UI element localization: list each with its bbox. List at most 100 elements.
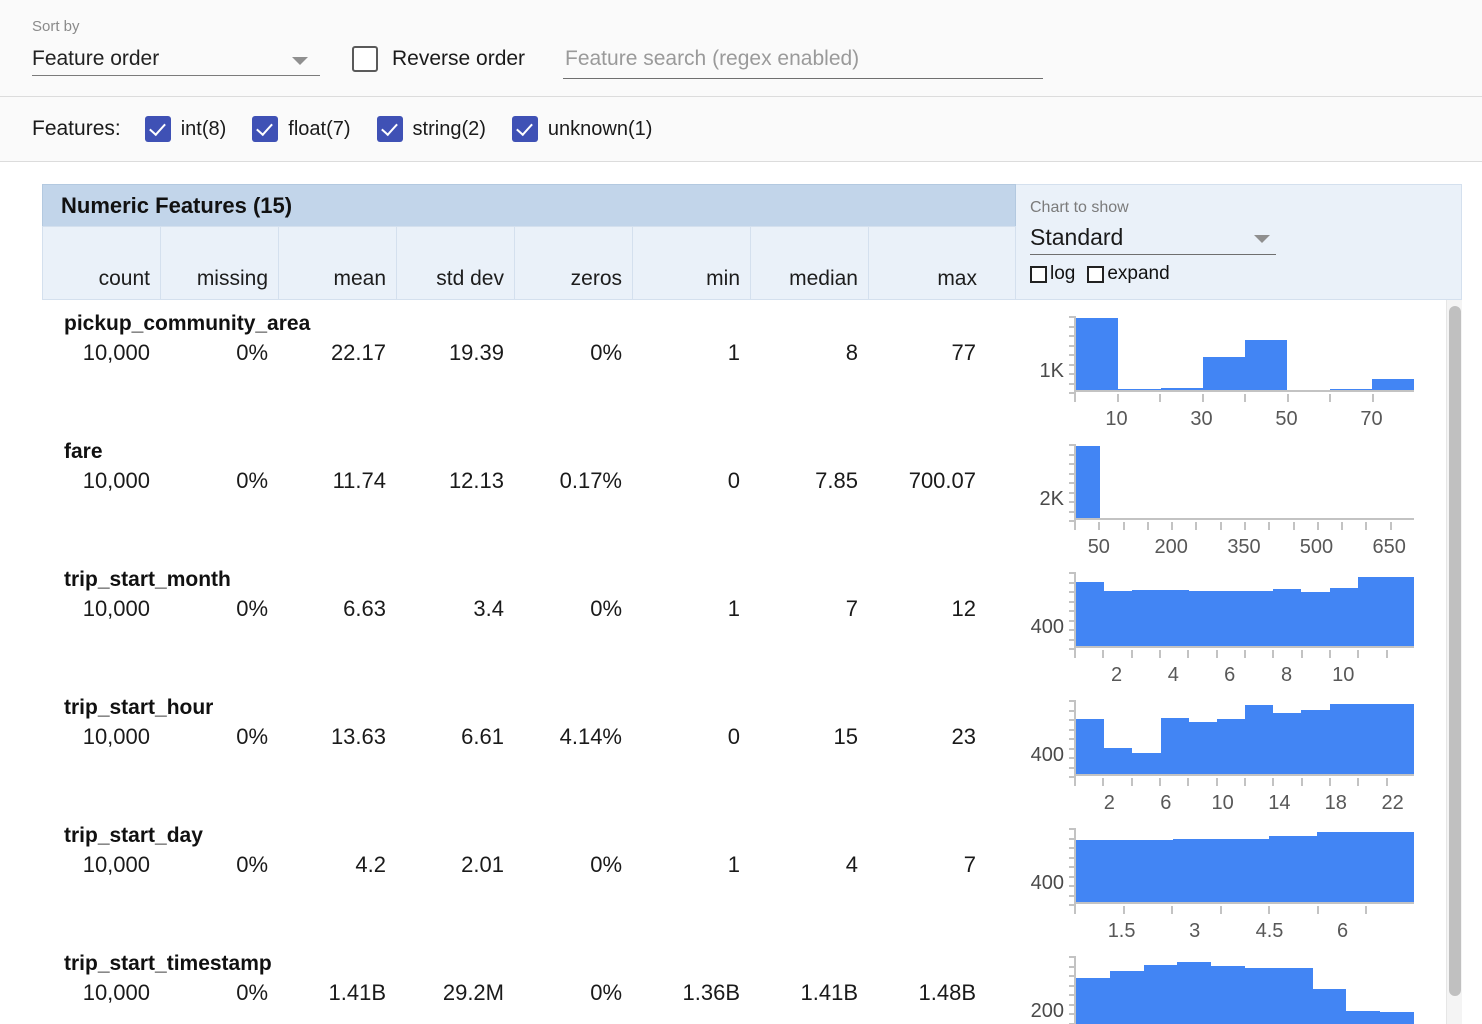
y-axis-tick [1069,904,1076,906]
bar[interactable] [1273,588,1302,646]
bar[interactable] [1365,832,1414,902]
cell-missing: 0% [236,724,268,749]
feature-type-int[interactable]: int(8) [144,116,226,142]
table-row[interactable]: trip_start_day 10,000 0% 4.2 2.01 0% 1 4… [42,816,1016,944]
table-row[interactable]: trip_start_month 10,000 0% 6.63 3.4 0% 1… [42,560,1016,688]
bar[interactable] [1172,838,1221,902]
bar[interactable] [1160,590,1189,646]
bar[interactable] [1329,388,1372,390]
bar[interactable] [1160,388,1203,390]
bar[interactable] [1124,839,1173,902]
feature-type-float[interactable]: float(7) [252,116,351,142]
y-axis-tick [1069,444,1076,446]
y-axis-tick [1069,747,1076,750]
bar[interactable] [1143,964,1178,1024]
bar[interactable] [1245,590,1274,646]
bar[interactable] [1346,1010,1381,1024]
bar[interactable] [1380,1012,1414,1024]
y-axis-tick [1069,738,1076,740]
column-header-std-dev[interactable]: std dev [397,227,515,299]
bar[interactable] [1211,965,1245,1024]
bar[interactable] [1357,704,1386,774]
column-header-missing[interactable]: missing [161,227,279,299]
bar[interactable] [1245,704,1274,774]
bar[interactable] [1244,967,1279,1024]
bar[interactable] [1076,839,1125,902]
row-stats: 10,000 0% 13.63 6.61 4.14% 0 15 23 [42,724,1016,750]
charts-scrollbar[interactable] [1446,300,1462,1024]
section-header: Numeric Features (15) [42,184,1016,226]
bar[interactable] [1109,970,1144,1024]
stats-table: Numeric Features (15) count missing mean… [42,184,1016,1024]
search-input[interactable] [563,46,1043,72]
scrollbar-thumb[interactable] [1449,306,1461,996]
chart-to-show-dropdown[interactable]: Standard [1030,221,1276,255]
bar[interactable] [1385,704,1415,774]
bar[interactable] [1245,339,1288,390]
bar[interactable] [1177,962,1212,1024]
y-axis-tick [1069,975,1076,977]
column-header-median[interactable]: median [751,227,869,299]
column-header-min[interactable]: min [633,227,751,299]
bar[interactable] [1269,835,1318,902]
y-axis-tick [1069,344,1076,347]
bar[interactable] [1216,718,1246,774]
bar[interactable] [1202,356,1245,390]
bar[interactable] [1357,576,1386,646]
bar[interactable] [1273,712,1302,774]
cell-count: 10,000 [82,468,150,493]
bar[interactable] [1216,590,1246,646]
log-checkbox[interactable]: log [1030,263,1075,285]
bar[interactable] [1312,988,1347,1024]
chart-to-show-label: Chart to show [1030,199,1129,216]
bar[interactable] [1301,710,1330,774]
reverse-order-label: Reverse order [392,47,526,70]
bar[interactable] [1076,718,1105,774]
reverse-order-checkbox[interactable]: Reverse order [352,46,525,72]
bar[interactable] [1385,576,1415,646]
x-axis-ticks [1074,394,1414,402]
bar[interactable] [1132,589,1161,646]
table-row[interactable]: trip_start_hour 10,000 0% 13.63 6.61 4.1… [42,688,1016,816]
y-axis-tick [1069,491,1076,494]
bar[interactable] [1317,832,1366,902]
y-axis-tick [1069,847,1076,849]
column-header-mean[interactable]: mean [279,227,397,299]
column-header-count[interactable]: count [43,227,161,299]
bar[interactable] [1278,967,1313,1024]
column-header-max[interactable]: max [937,267,977,290]
bar[interactable] [1371,378,1414,390]
expand-checkbox[interactable]: expand [1087,263,1170,285]
bar[interactable] [1076,582,1105,646]
bar[interactable] [1329,588,1358,646]
table-row[interactable]: pickup_community_area 10,000 0% 22.17 19… [42,304,1016,432]
bar[interactable] [1301,591,1330,646]
bar[interactable] [1076,446,1101,518]
feature-type-unknown[interactable]: unknown(1) [511,116,652,142]
cell-max: 12 [951,596,976,621]
bar[interactable] [1104,591,1133,646]
bar[interactable] [1220,839,1270,902]
bar[interactable] [1188,590,1217,646]
sort-by-dropdown[interactable]: Feature order [32,44,320,76]
bar[interactable] [1132,753,1161,774]
bar[interactable] [1076,318,1119,390]
feature-type-string[interactable]: string(2) [376,116,486,142]
table-row[interactable]: fare 10,000 0% 11.74 12.13 0.17% 0 7.85 … [42,432,1016,560]
cell-count: 10,000 [82,340,150,365]
cell-zeros: 0% [590,980,622,1005]
bar[interactable] [1118,389,1161,390]
bar[interactable] [1076,977,1110,1024]
bar[interactable] [1329,704,1358,774]
feature-search-field[interactable] [563,46,1043,79]
chevron-down-icon [1254,235,1270,243]
column-header-zeros[interactable]: zeros [515,227,633,299]
y-axis-tick [1069,894,1076,897]
bar[interactable] [1160,718,1189,774]
table-row[interactable]: trip_start_timestamp 10,000 0% 1.41B 29.… [42,944,1016,1024]
charts-scroll-region: 1K 10 30 50 70 2K 50 200 350 500 650 400 2 4 6 8 10 400 2 6… [1016,300,1462,1024]
bar-series [1076,956,1414,1024]
bar[interactable] [1188,721,1217,774]
bar[interactable] [1104,748,1133,774]
chart-toggles: log expand [1030,263,1461,285]
